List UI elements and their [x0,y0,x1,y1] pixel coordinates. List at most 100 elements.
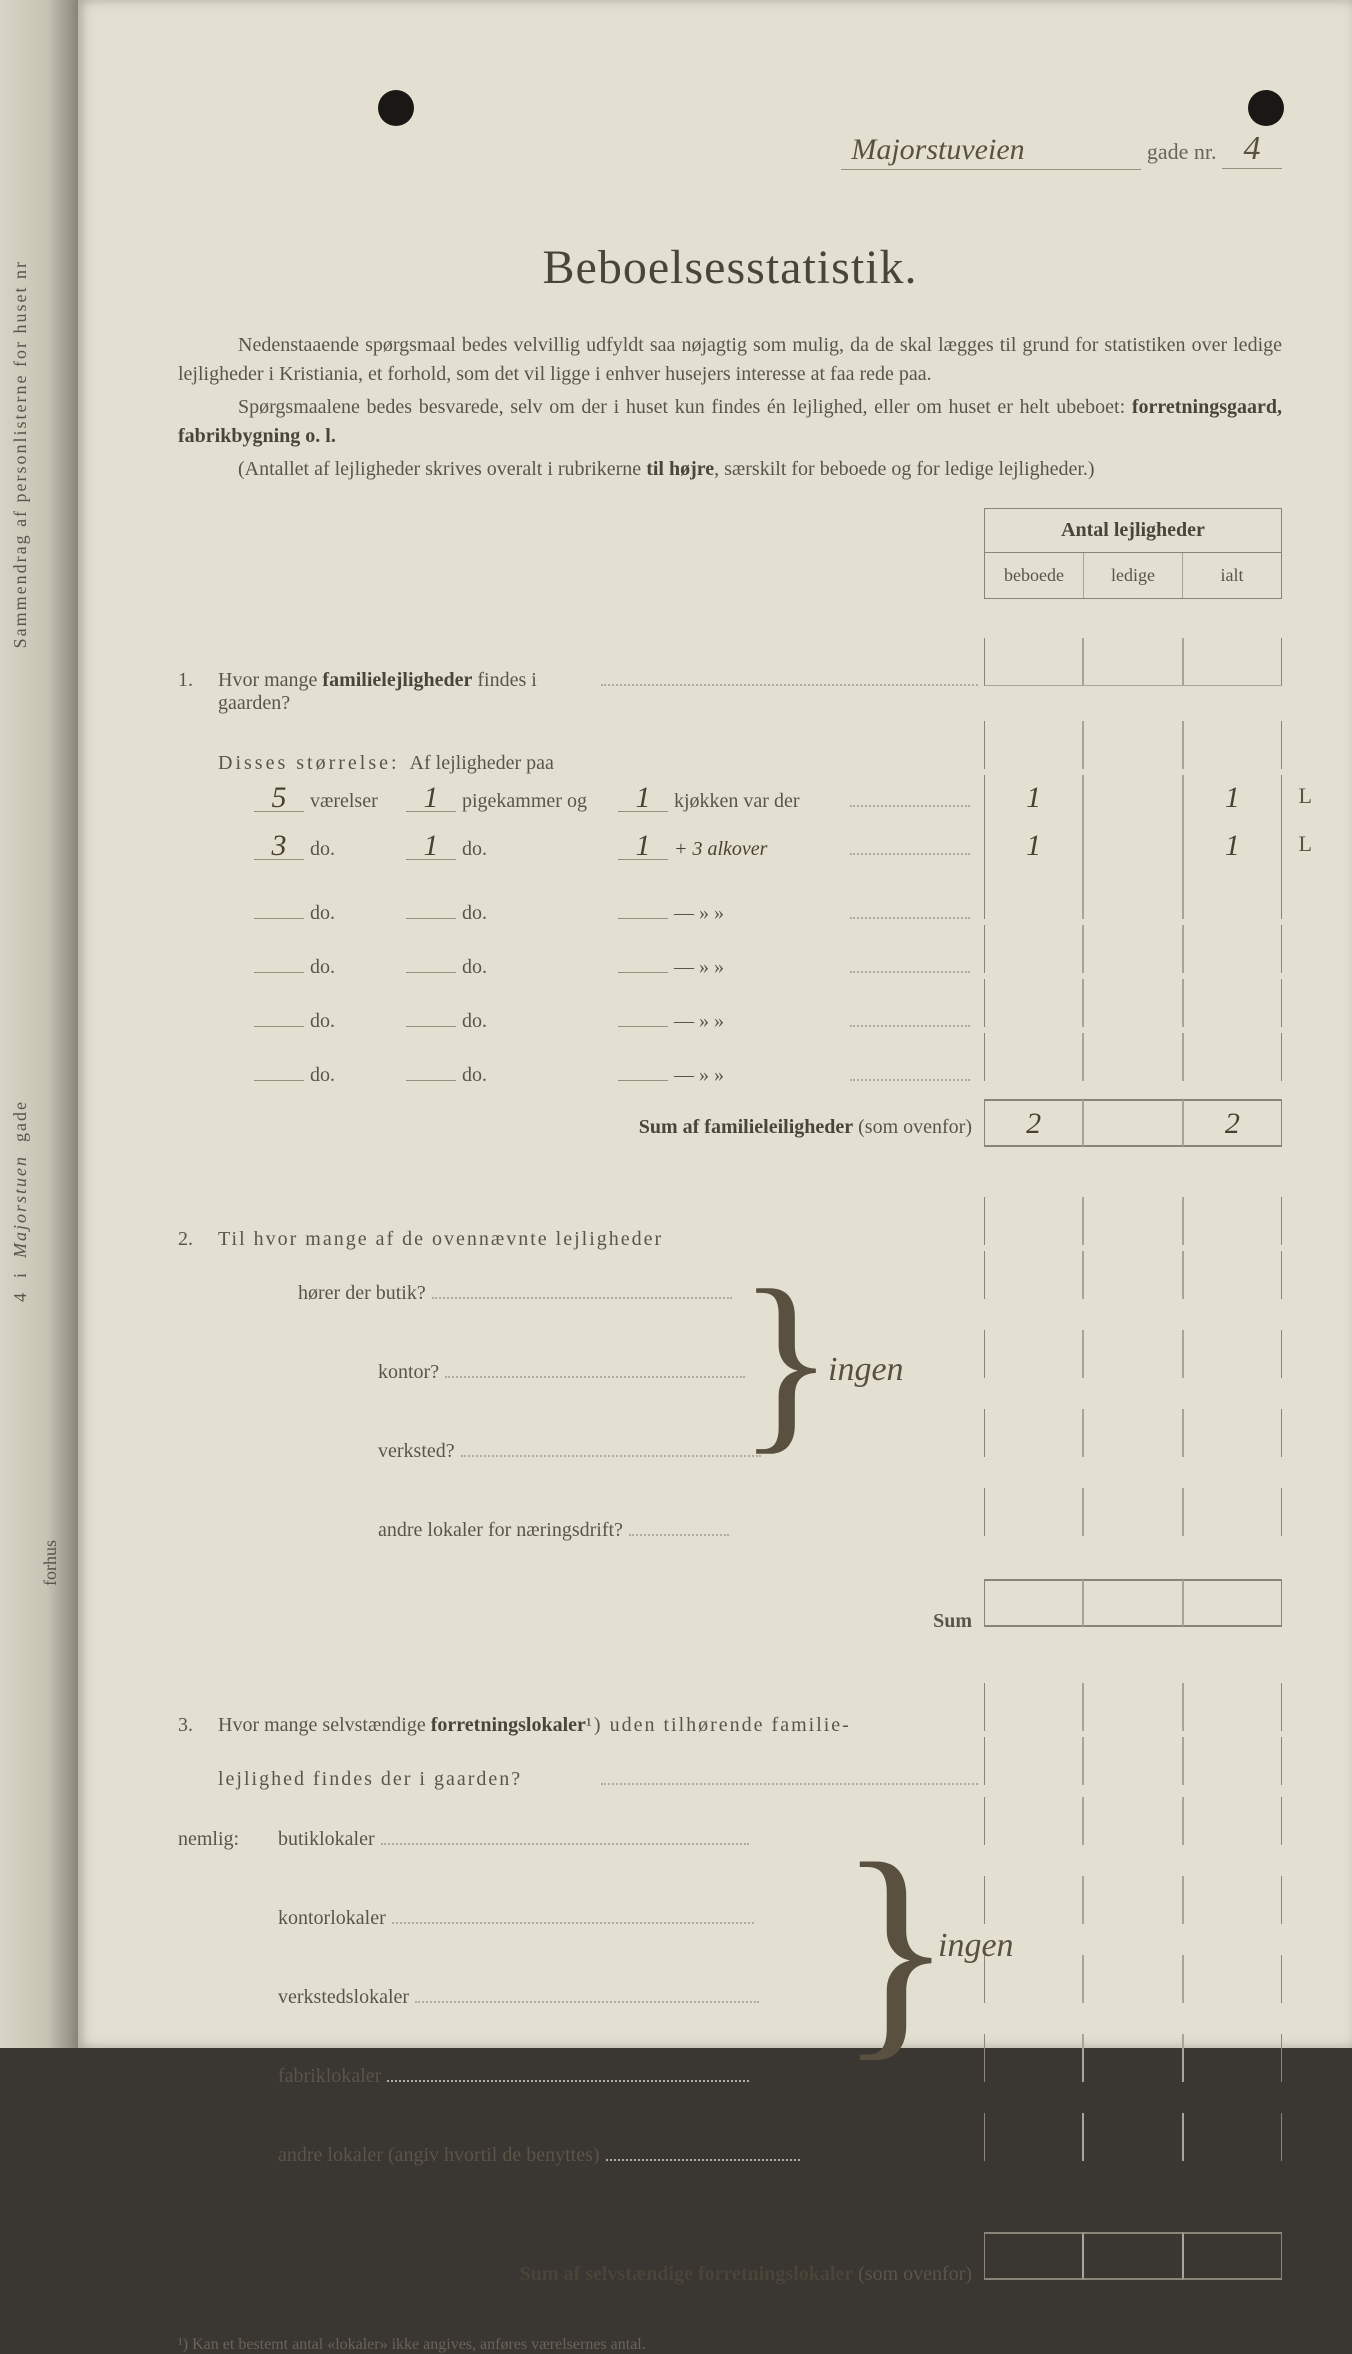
street-name-field: Majorstuveien [841,133,1141,170]
spine-text-bottom: 4 i Majorstuen gade [10,1100,31,1302]
row-ialt [1183,871,1282,919]
kjokken-field [618,918,668,919]
table-header-title: Antal lejligheder [984,508,1282,553]
q1-size-row: do. do. — » » [178,1033,1282,1087]
q1-size-row: do. do. — » » [178,871,1282,925]
row-ialt: 1 [1183,775,1282,823]
pigekammer-field [406,1026,456,1027]
q3-sum-label: Sum af selvstændige forretningslokaler (… [178,2263,984,2286]
question-2: 2. Til hvor mange af de ovennævnte lejli… [178,1197,1282,1633]
q3-sub-row: kontorlokaler [278,1876,1282,1955]
kjokken-field [618,1026,668,1027]
vaerelaer-field: 5 [254,784,304,812]
q1-size-row: do. do. — » » [178,979,1282,1033]
col-beboede: beboede [985,553,1084,598]
q1-number: 1. [178,669,218,692]
q3-sub-label: kontorlokaler [278,1907,386,1930]
q3-sub-row: fabriklokaler [278,2034,1282,2113]
vaerelaer-field [254,1080,304,1081]
q3-text: Hvor mange selvstændige forretningslokal… [218,1714,984,1737]
q3-sub-row: butiklokaler [278,1797,1282,1876]
pigekammer-field [406,972,456,973]
spine-text-top: Sammendrag af personlisterne for huset n… [10,260,31,648]
kjokken-field [618,1080,668,1081]
q1-sum-label: Sum af familieleiligheder (som ovenfor) [178,1116,984,1139]
q3-sub-label: verkstedslokaler [278,1986,409,2009]
q2-sub-label: kontor? [378,1361,439,1384]
vaerelaer-field [254,1026,304,1027]
q1-sum-ledige [1083,1099,1182,1147]
q2-sub-label: hører der butik? [298,1282,426,1305]
document-page: Majorstuveien gade nr. 4 Beboelsesstatis… [78,0,1352,2048]
row-beboede [984,1033,1083,1081]
q1-cell-beboede [984,638,1083,686]
q1-cell-ledige [1083,638,1182,686]
row-ialt: 1 [1183,823,1282,871]
page-title: Beboelsesstatistik. [178,240,1282,295]
row-beboede [984,925,1083,973]
intro-p3: (Antallet af lejligheder skrives overalt… [178,455,1282,484]
q3-number: 3. [178,1714,218,1737]
dots [601,672,978,686]
intro-p1: Nedenstaaende spørgsmaal bedes velvillig… [178,331,1282,389]
spine-forhus: forhus [40,1540,61,1586]
q3-sub-row: verkstedslokaler [278,1955,1282,2034]
q2-sub-row: kontor? [178,1330,1282,1409]
intro-p2: Spørgsmaalene bedes besvarede, selv om d… [178,393,1282,451]
vaerelaer-field: 3 [254,832,304,860]
row-ledige [1083,775,1182,823]
row-ialt [1183,979,1282,1027]
q1-size-row: 5 værelser 1 pigekammer og 1 kjøkken var… [178,775,1282,823]
row-ledige [1083,823,1182,871]
footnote: ¹) Kan et bestemt antal «lokaler» ikke a… [178,2336,1282,2354]
row-beboede [984,871,1083,919]
pigekammer-field: 1 [406,784,456,812]
punch-hole-left [378,90,414,126]
header-address: Majorstuveien gade nr. 4 [841,130,1282,170]
q2-number: 2. [178,1228,218,1251]
gade-label: gade nr. [1147,139,1217,164]
q1-size-row: 3 do. 1 do. 1 + 3 alkover 1 1 L [178,823,1282,871]
row-beboede [984,979,1083,1027]
form-area: Antal lejligheder beboede ledige ialt 1.… [178,508,1282,2286]
table-header: Antal lejligheder beboede ledige ialt [984,508,1282,599]
q3-nemlig: nemlig: [178,1828,278,1851]
book-spine: Sammendrag af personlisterne for huset n… [0,0,78,2048]
q2-sub-label: verksted? [378,1440,455,1463]
q1-sum-beboede: 2 [984,1099,1083,1147]
row-beboede: 1 [984,823,1083,871]
q2-text: Til hvor mange af de ovennævnte lejlighe… [218,1228,984,1251]
q3-sub-label: fabriklokaler [278,2065,381,2088]
q1-sum-row: Sum af familieleiligheder (som ovenfor) … [178,1099,1282,1147]
question-1: 1. Hvor mange familielejligheder findes … [178,508,1282,1147]
q2-sub-row: verksted? [178,1409,1282,1488]
q3-text-2: lejlighed findes der i gaarden? [218,1768,595,1791]
q1-text: Hvor mange familielejligheder findes i g… [218,669,595,715]
col-ledige: ledige [1084,553,1183,598]
q1-disses: Disses størrelse: Af lejligheder paa [218,752,984,775]
row-ialt [1183,1033,1282,1081]
q3-sub-label: andre lokaler (angiv hvortil de benyttes… [278,2144,600,2167]
row-ialt [1183,925,1282,973]
kjokken-field [618,972,668,973]
margin-note: L [1299,831,1312,857]
q1-sum-ialt: 2 [1183,1099,1282,1147]
gade-nr-field: 4 [1222,130,1282,169]
row-beboede: 1 [984,775,1083,823]
q3-sub-row: andre lokaler (angiv hvortil de benyttes… [278,2113,1282,2192]
row-ledige [1083,925,1182,973]
q1-cell-ialt [1183,638,1282,686]
col-ialt: ialt [1183,553,1281,598]
margin-note: L [1299,783,1312,809]
vaerelaer-field [254,918,304,919]
kjokken-field: 1 [618,832,668,860]
q2-sub-row: hører der butik? [178,1251,1282,1330]
pigekammer-field: 1 [406,832,456,860]
row-ledige [1083,871,1182,919]
row-ledige [1083,979,1182,1027]
q2-sub-label: andre lokaler for næringsdrift? [378,1519,623,1542]
intro-text: Nedenstaaende spørgsmaal bedes velvillig… [178,331,1282,484]
q1-size-row: do. do. — » » [178,925,1282,979]
pigekammer-field [406,918,456,919]
row-ledige [1083,1033,1182,1081]
